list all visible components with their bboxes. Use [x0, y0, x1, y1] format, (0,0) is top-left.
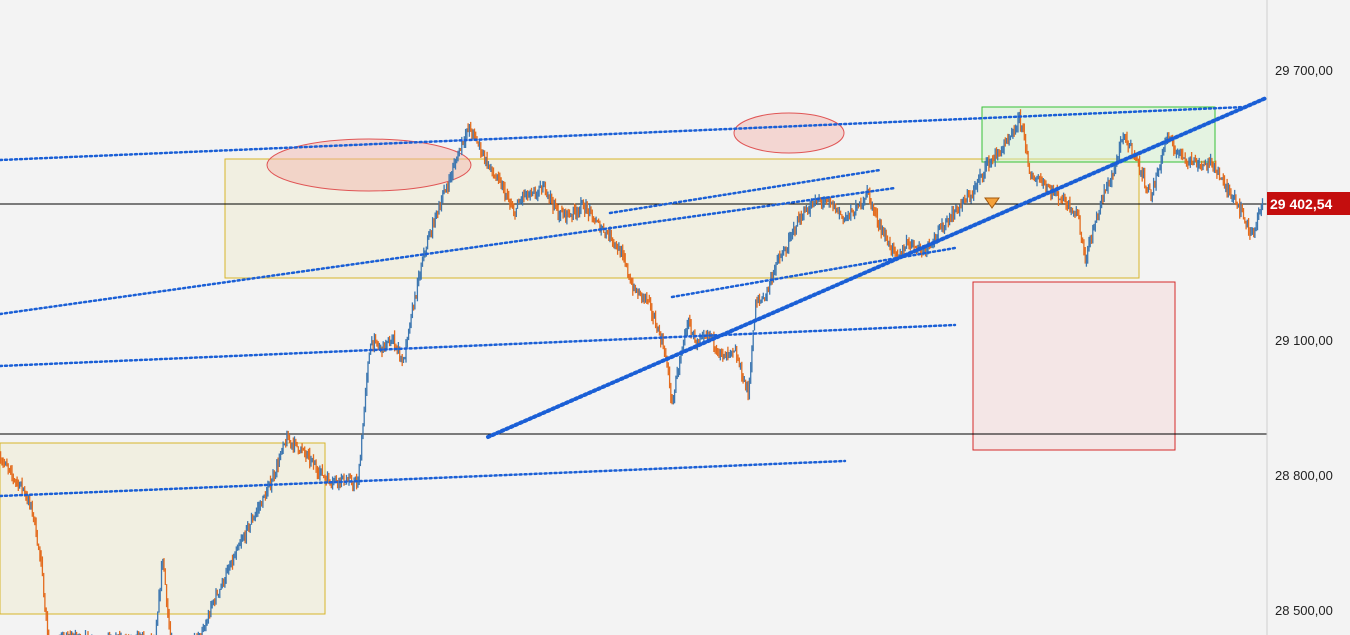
price-axis-tick-label: 28 800,00 — [1275, 468, 1333, 483]
base-channel-trendline — [0, 459, 847, 498]
current-price-tag: 29 402,54 — [1267, 192, 1350, 215]
alert-triangle-icon[interactable] — [984, 197, 1000, 209]
range-box-lower — [0, 442, 326, 615]
price-axis-panel — [1267, 0, 1350, 635]
current-price-tag-label: 29 402,54 — [1270, 196, 1332, 212]
price-candles — [0, 109, 1264, 635]
peak-ellipse-left — [266, 138, 472, 192]
lower-channel-trendline — [0, 323, 957, 368]
price-axis-tick-label: 29 100,00 — [1275, 333, 1333, 348]
price-axis-tick-label: 28 500,00 — [1275, 603, 1333, 618]
rising-support-trendline — [486, 96, 1268, 439]
current-price-tag-bg — [1267, 192, 1350, 215]
peak-ellipse-right — [733, 112, 845, 154]
price-axis-tick-label: 29 700,00 — [1275, 63, 1333, 78]
mid-channel-trendline — [0, 186, 897, 316]
trendlines — [0, 96, 1268, 498]
price-axis-ticks: 29 700,00 29 100,00 28 800,00 28 500,00 — [1275, 63, 1333, 618]
upper-channel-trendline — [0, 105, 1247, 162]
inner-channel-trendline-top — [608, 168, 882, 215]
stop-zone-box — [972, 281, 1176, 451]
